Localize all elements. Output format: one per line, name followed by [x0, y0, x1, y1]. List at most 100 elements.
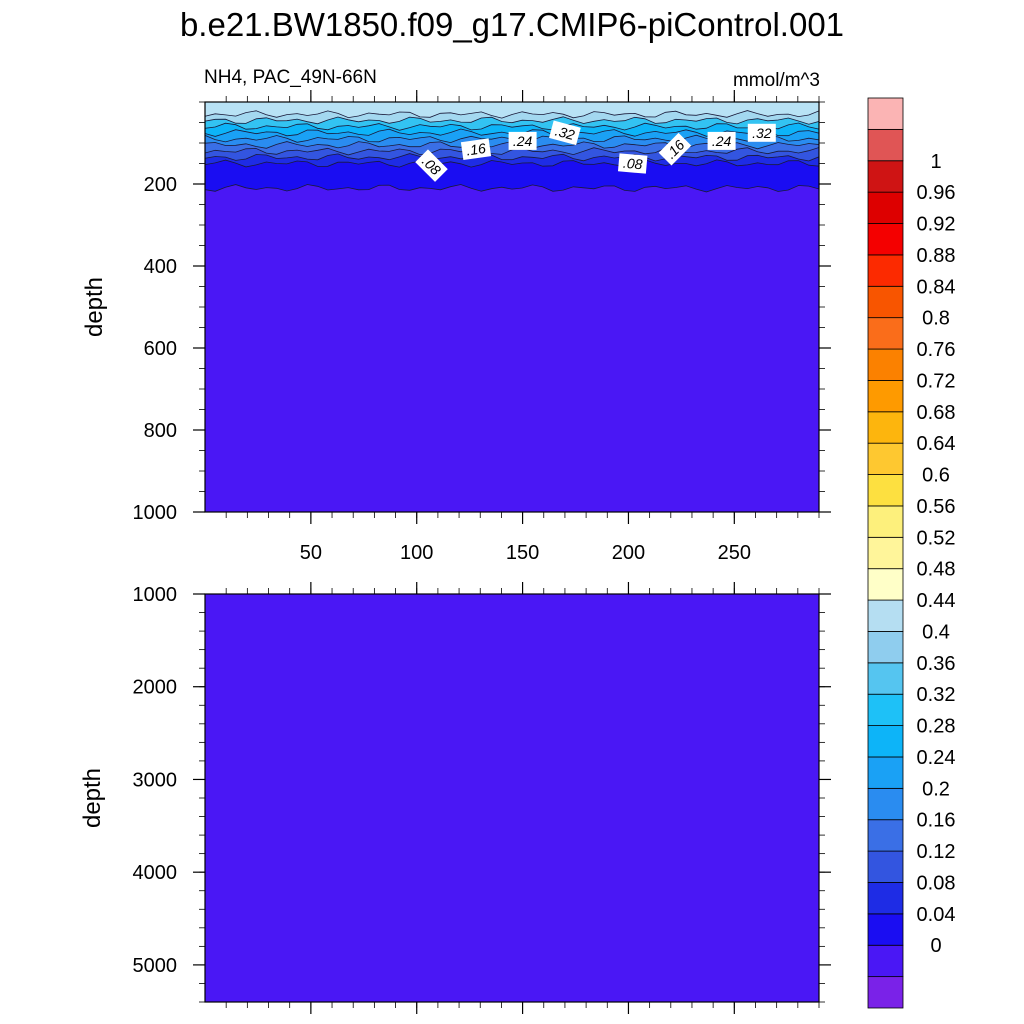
colorbar-box: [867, 160, 904, 193]
upper-y-axis-title: depth: [81, 277, 108, 337]
colorbar: 0 0.04 0.08 0.12 0.16 0.2 0.24 0.28 0.32 0.36 0.4 0…: [867, 97, 956, 1009]
colorbar-label: 0.8: [922, 308, 950, 330]
contour-label: .16: [460, 138, 492, 161]
upper-panel: .08.16.24.32.08.16.24.32 200400600800100…: [81, 90, 831, 564]
colorbar-label: 0.4: [922, 621, 950, 643]
colorbar-label: 1: [930, 151, 941, 173]
colorbar-box: [867, 944, 904, 978]
contour-label-box: [460, 138, 492, 161]
x-tick-label: 250: [718, 542, 751, 564]
y-tick-label: 200: [144, 174, 177, 196]
colorbar-box: [867, 505, 904, 538]
colorbar-box: [867, 882, 904, 915]
contour-label-text: .24: [513, 133, 533, 149]
y-tick-label: 4000: [133, 862, 178, 884]
y-tick-label: 400: [144, 256, 177, 278]
contour-label-text: .08: [622, 155, 643, 173]
colorbar-box: [867, 285, 904, 319]
y-tick-label: 800: [144, 420, 177, 442]
colorbar-label: 0.04: [917, 904, 956, 926]
colorbar-box: [867, 693, 904, 726]
colorbar-label: 0.6: [922, 465, 950, 487]
colorbar-box: [867, 850, 904, 883]
contour-label: .24: [508, 131, 537, 150]
colorbar-box: [867, 913, 904, 946]
upper-axes: 200 400 600 800 1000 50 100 150 200 250: [133, 90, 831, 564]
colorbar-box: [867, 631, 904, 664]
colorbar-box: [867, 568, 904, 601]
colorbar-label: 0.28: [917, 716, 956, 738]
y-tick-label: 2000: [133, 677, 178, 699]
lower-y-axis-title: depth: [79, 768, 106, 828]
colorbar-box: [867, 756, 904, 789]
colorbar-box: [867, 348, 904, 381]
colorbar-label: 0.64: [917, 433, 956, 455]
colorbar-label: 0.84: [917, 276, 956, 298]
contour-label: .08: [617, 153, 648, 174]
lower-plot-area: [205, 594, 819, 1002]
contour-label-text: .16: [465, 140, 487, 159]
contour-label-box: [617, 153, 648, 174]
colorbar-box: [867, 317, 904, 350]
x-tick-label: 50: [300, 542, 322, 564]
colorbar-box: [867, 536, 904, 570]
lower-panel: 1000 2000 3000 4000 5000 depth: [79, 582, 831, 1014]
lower-axes: 1000 2000 3000 4000 5000: [133, 582, 831, 1014]
x-tick-label: 200: [612, 542, 645, 564]
y-tick-label: 3000: [133, 769, 178, 791]
contour-label-box: [658, 132, 692, 166]
colorbar-box: [867, 411, 904, 444]
x-tick-label: 150: [506, 542, 539, 564]
colorbar-box: [867, 442, 904, 475]
colorbar-label: 0.2: [922, 778, 950, 800]
x-tick-label: 100: [400, 542, 433, 564]
colorbar-box: [867, 819, 904, 852]
colorbar-label: 0.56: [917, 496, 956, 518]
colorbar-label: 0.52: [917, 527, 956, 549]
y-tick-label: 1000: [133, 584, 178, 606]
colorbar-label: 0.48: [917, 559, 956, 581]
colorbar-label: 0.88: [917, 245, 956, 267]
y-tick-label: 5000: [133, 955, 178, 977]
colorbar-label: 0.08: [917, 873, 956, 895]
colorbar-box: [867, 223, 904, 256]
colorbar-box: [867, 725, 904, 758]
units-label: mmol/m^3: [733, 70, 820, 91]
colorbar-box: [867, 474, 904, 507]
colorbar-label: 0.96: [917, 182, 956, 204]
contour-band: [204, 101, 820, 119]
colorbar-label: 0.76: [917, 339, 956, 361]
colorbar-label: 0.36: [917, 653, 956, 675]
contour-label-text: .32: [752, 125, 772, 141]
colorbar-label: 0.32: [917, 684, 956, 706]
y-tick-label: 600: [144, 338, 177, 360]
colorbar-box: [867, 787, 904, 821]
contour-label-box: [415, 149, 448, 182]
upper-contour-bands: [204, 101, 820, 193]
colorbar-box: [867, 254, 904, 287]
colorbar-label: 0.24: [917, 747, 956, 769]
variable-label: NH4, PAC_49N-66N: [204, 67, 377, 88]
colorbar-label: 0: [930, 935, 941, 957]
colorbar-box: [867, 599, 904, 632]
colorbar-label: 0.12: [917, 841, 956, 863]
colorbar-box: [867, 97, 904, 130]
colorbar-label: 0.44: [917, 590, 956, 612]
contour-label: .32: [549, 120, 581, 146]
contour-label-text: .24: [712, 133, 732, 149]
colorbar-box: [867, 380, 904, 413]
contour-label-box: [707, 131, 736, 150]
contour-label: .24: [707, 131, 736, 150]
contour-label-text: .32: [553, 123, 576, 144]
contour-label: .32: [747, 123, 776, 142]
colorbar-box: [867, 976, 904, 1009]
figure-title: b.e21.BW1850.f09_g17.CMIP6-piControl.001: [180, 6, 844, 43]
colorbar-box: [867, 191, 904, 224]
colorbar-label: 0.92: [917, 214, 956, 236]
colorbar-box: [867, 662, 904, 695]
contour-label-box: [508, 131, 537, 150]
contour-label-box: [747, 123, 776, 142]
colorbar-label: 0.72: [917, 370, 956, 392]
contour-label-box: [549, 120, 581, 146]
